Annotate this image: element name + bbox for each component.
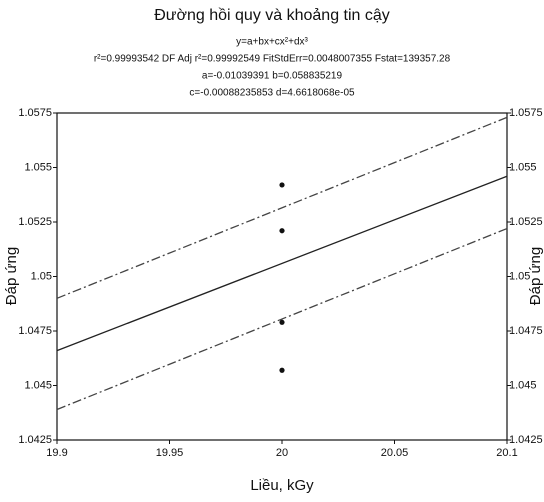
annotation: r²=0.99993542 DF Adj r²=0.99992549 FitSt…	[94, 54, 451, 65]
annotation: a=-0.01039391 b=0.058835219	[202, 71, 343, 82]
y2-tick-label: 1.05	[509, 270, 530, 282]
confidence-line	[56, 116, 508, 299]
x-axis-label: Liều, kGy	[250, 477, 314, 494]
confidence-line	[56, 227, 508, 411]
y-tick-label: 1.0475	[18, 325, 52, 337]
data-point	[279, 182, 285, 188]
data-point	[279, 319, 285, 325]
y-tick-label: 1.05	[31, 270, 52, 282]
annotation: c=-0.00088235853 d=4.6618068e-05	[189, 88, 355, 99]
chart-title: Đường hồi quy và khoảng tin cậy	[154, 7, 390, 24]
x-tick-label: 19.9	[46, 447, 67, 459]
y-tick-label: 1.055	[24, 161, 52, 173]
fit-line	[56, 175, 508, 352]
y2-tick-label: 1.0575	[509, 107, 543, 119]
x-tick-label: 20	[276, 447, 288, 459]
data-point	[279, 367, 285, 373]
x-tick-label: 20.05	[381, 447, 409, 459]
x-tick-label: 19.95	[156, 447, 184, 459]
y2-tick-label: 1.045	[509, 379, 537, 391]
y2-axis-label: Đáp ứng	[527, 247, 544, 305]
y2-tick-label: 1.0425	[509, 434, 543, 446]
y-tick-label: 1.045	[24, 379, 52, 391]
y2-tick-label: 1.0525	[509, 216, 543, 228]
y-axis-label: Đáp ứng	[3, 247, 20, 305]
y-tick-label: 1.0525	[18, 216, 52, 228]
y2-tick-label: 1.0475	[509, 325, 543, 337]
y-tick-label: 1.0575	[18, 107, 52, 119]
data-point	[279, 228, 285, 234]
x-tick-label: 20.1	[496, 447, 517, 459]
y-tick-label: 1.0425	[18, 434, 52, 446]
plot-frame	[56, 112, 508, 441]
chart-subtitle: y=a+bx+cx²+dx³	[236, 37, 308, 48]
y2-tick-label: 1.055	[509, 161, 537, 173]
